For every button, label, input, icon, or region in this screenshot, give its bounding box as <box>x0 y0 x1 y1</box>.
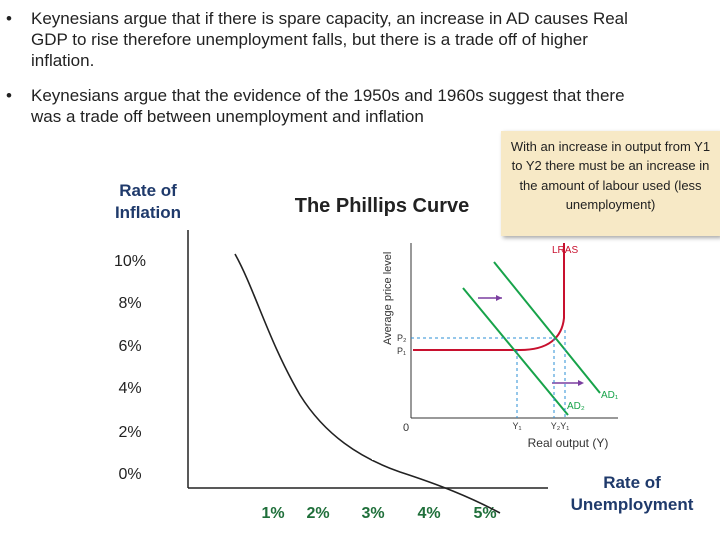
inset-p2-label: P₂ <box>397 333 407 343</box>
inset-ad2-label: AD₂ <box>567 401 585 412</box>
inset-shift-arrowhead-top <box>496 295 502 301</box>
y-axis-label-line1: Rate of <box>119 181 177 200</box>
inset-ad1-line <box>493 261 601 394</box>
adas-inset-diagram: Average price level 0 Real output (Y) LR… <box>372 232 628 460</box>
y-tick-0: 0% <box>118 466 141 483</box>
x-axis-label-line1: Rate of <box>603 473 661 492</box>
inset-background <box>372 232 628 460</box>
inset-y1-label: Y₁ <box>512 421 521 431</box>
y-tick-10: 10% <box>114 253 146 270</box>
inset-ad2-line <box>462 287 569 416</box>
x-tick-3: 3% <box>361 505 384 522</box>
callout-text: With an increase in output from Y1 to Y2… <box>510 139 711 212</box>
phillips-curve-line <box>234 253 501 514</box>
inset-shift-arrowhead-bottom <box>578 380 584 386</box>
bullet-text-1: Keynesians argue that if there is spare … <box>31 9 628 70</box>
inset-x-axis-label: Real output (Y) <box>528 436 609 450</box>
y-tick-4: 4% <box>118 380 141 397</box>
bullet-text-2: Keynesians argue that the evidence of th… <box>31 86 625 126</box>
x-tick-1: 1% <box>261 505 284 522</box>
x-axis-label-line2: Unemployment <box>571 495 694 514</box>
bullet-dot-1: • <box>6 9 12 28</box>
inset-origin: 0 <box>403 422 409 434</box>
callout-note: With an increase in output from Y1 to Y2… <box>501 131 720 236</box>
x-tick-4: 4% <box>417 505 440 522</box>
y-tick-2: 2% <box>118 424 141 441</box>
chart-title: The Phillips Curve <box>295 195 469 217</box>
inset-lras-curve <box>413 243 565 351</box>
x-tick-5: 5% <box>473 505 496 522</box>
y-tick-8: 8% <box>118 295 141 312</box>
y-axis-label-line2: Inflation <box>115 203 181 222</box>
inset-y-axis-label: Average price level <box>382 252 394 345</box>
inset-lras-label: LRAS <box>552 245 578 256</box>
inset-p1-label: P₁ <box>397 346 406 356</box>
x-tick-2: 2% <box>306 505 329 522</box>
y-tick-6: 6% <box>118 338 141 355</box>
bullet-dot-2: • <box>6 86 12 105</box>
inset-y2y1-label: Y₂Y₁ <box>551 421 570 431</box>
inset-ad1-label: AD₁ <box>601 390 619 401</box>
